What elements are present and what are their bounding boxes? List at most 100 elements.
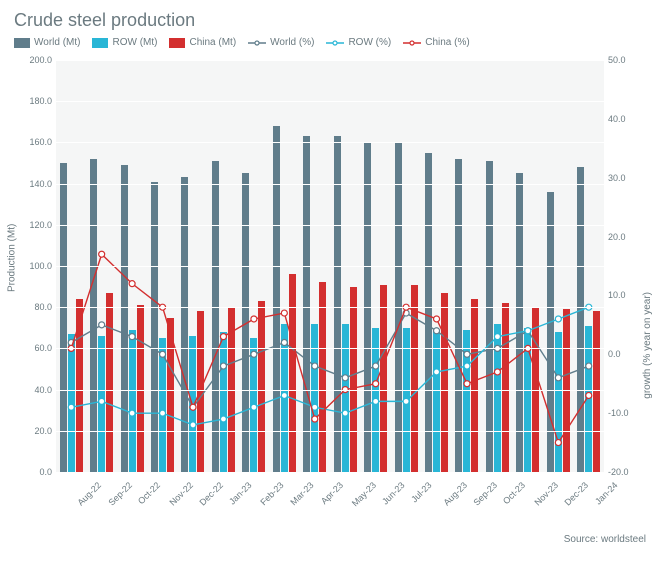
xtick: Apr-23 bbox=[319, 480, 345, 506]
plot-area bbox=[56, 60, 604, 472]
ytick-left: 60.0 bbox=[22, 343, 52, 353]
marker-china bbox=[99, 251, 105, 257]
marker-china bbox=[586, 392, 592, 398]
legend-row-mt: ROW (Mt) bbox=[92, 37, 157, 48]
ytick-left: 20.0 bbox=[22, 426, 52, 436]
marker-world bbox=[586, 363, 592, 369]
legend-row-pct: ROW (%) bbox=[326, 37, 391, 48]
marker-china bbox=[373, 381, 379, 387]
marker-china bbox=[220, 334, 226, 340]
marker-row bbox=[555, 316, 561, 322]
marker-row bbox=[434, 369, 440, 375]
marker-row bbox=[129, 410, 135, 416]
legend-label: China (Mt) bbox=[189, 37, 236, 48]
legend-label: World (%) bbox=[270, 37, 314, 48]
y-axis-label-left: Production (Mt) bbox=[7, 224, 18, 292]
marker-world bbox=[251, 351, 257, 357]
marker-china bbox=[434, 316, 440, 322]
legend-world-pct: World (%) bbox=[248, 37, 314, 48]
xtick: Jan-24 bbox=[593, 480, 620, 507]
marker-china bbox=[281, 310, 287, 316]
legend: World (Mt) ROW (Mt) China (Mt) World (%)… bbox=[14, 37, 646, 48]
marker-world bbox=[373, 363, 379, 369]
legend-label: ROW (Mt) bbox=[112, 37, 157, 48]
marker-world bbox=[160, 351, 166, 357]
xtick: Jan-23 bbox=[228, 480, 255, 507]
marker-world bbox=[281, 340, 287, 346]
xtick: Nov-22 bbox=[167, 480, 195, 508]
ytick-left: 0.0 bbox=[22, 467, 52, 477]
marker-world bbox=[555, 375, 561, 381]
xtick: Jul-23 bbox=[409, 480, 433, 504]
legend-line-icon bbox=[248, 40, 266, 46]
legend-line-icon bbox=[326, 40, 344, 46]
ytick-left: 180.0 bbox=[22, 96, 52, 106]
legend-china-mt: China (Mt) bbox=[169, 37, 236, 48]
marker-china bbox=[494, 369, 500, 375]
xtick: Sep-23 bbox=[472, 480, 500, 508]
marker-world bbox=[220, 363, 226, 369]
xtick: Mar-23 bbox=[289, 480, 316, 507]
marker-china bbox=[464, 381, 470, 387]
ytick-left: 160.0 bbox=[22, 137, 52, 147]
xtick: Nov-23 bbox=[532, 480, 560, 508]
xtick: Dec-22 bbox=[197, 480, 225, 508]
ytick-left: 200.0 bbox=[22, 55, 52, 65]
marker-row bbox=[464, 363, 470, 369]
ytick-right: -20.0 bbox=[608, 467, 638, 477]
marker-row bbox=[68, 404, 74, 410]
marker-row bbox=[342, 410, 348, 416]
xtick: Dec-23 bbox=[563, 480, 591, 508]
legend-china-pct: China (%) bbox=[403, 37, 469, 48]
ytick-right: 0.0 bbox=[608, 349, 638, 359]
marker-row bbox=[373, 398, 379, 404]
marker-world bbox=[99, 322, 105, 328]
ytick-left: 140.0 bbox=[22, 179, 52, 189]
legend-box-icon bbox=[14, 38, 30, 48]
ytick-right: 30.0 bbox=[608, 173, 638, 183]
legend-label: World (Mt) bbox=[34, 37, 80, 48]
marker-china bbox=[190, 404, 196, 410]
ytick-left: 100.0 bbox=[22, 261, 52, 271]
ytick-right: -10.0 bbox=[608, 408, 638, 418]
marker-row bbox=[160, 410, 166, 416]
marker-china bbox=[251, 316, 257, 322]
xtick: Aug-23 bbox=[441, 480, 469, 508]
marker-row bbox=[190, 422, 196, 428]
line-world bbox=[71, 313, 589, 407]
xtick: Oct-23 bbox=[501, 480, 527, 506]
ytick-left: 40.0 bbox=[22, 385, 52, 395]
ytick-right: 50.0 bbox=[608, 55, 638, 65]
marker-world bbox=[434, 328, 440, 334]
marker-world bbox=[342, 375, 348, 381]
marker-china bbox=[312, 416, 318, 422]
marker-world bbox=[312, 363, 318, 369]
marker-row bbox=[99, 398, 105, 404]
legend-world-mt: World (Mt) bbox=[14, 37, 80, 48]
marker-row bbox=[281, 392, 287, 398]
legend-box-icon bbox=[169, 38, 185, 48]
ytick-right: 10.0 bbox=[608, 290, 638, 300]
xtick: Sep-22 bbox=[106, 480, 134, 508]
marker-row bbox=[403, 398, 409, 404]
ytick-right: 20.0 bbox=[608, 232, 638, 242]
marker-row bbox=[525, 328, 531, 334]
marker-row bbox=[494, 334, 500, 340]
y-axis-label-right: growth (% year on year) bbox=[643, 292, 654, 399]
marker-world bbox=[464, 351, 470, 357]
legend-label: China (%) bbox=[425, 37, 469, 48]
marker-china bbox=[129, 281, 135, 287]
chart-title: Crude steel production bbox=[14, 10, 646, 31]
marker-world bbox=[129, 334, 135, 340]
chart-area: Production (Mt) growth (% year on year) … bbox=[14, 52, 646, 532]
marker-row bbox=[251, 404, 257, 410]
chart-container: Crude steel production World (Mt) ROW (M… bbox=[0, 0, 660, 551]
legend-box-icon bbox=[92, 38, 108, 48]
line-row bbox=[71, 307, 589, 425]
marker-china bbox=[555, 440, 561, 446]
source-text: Source: worldsteel bbox=[14, 534, 646, 545]
xtick: Jun-23 bbox=[380, 480, 407, 507]
ytick-left: 80.0 bbox=[22, 302, 52, 312]
ytick-right: 40.0 bbox=[608, 114, 638, 124]
legend-line-icon bbox=[403, 40, 421, 46]
